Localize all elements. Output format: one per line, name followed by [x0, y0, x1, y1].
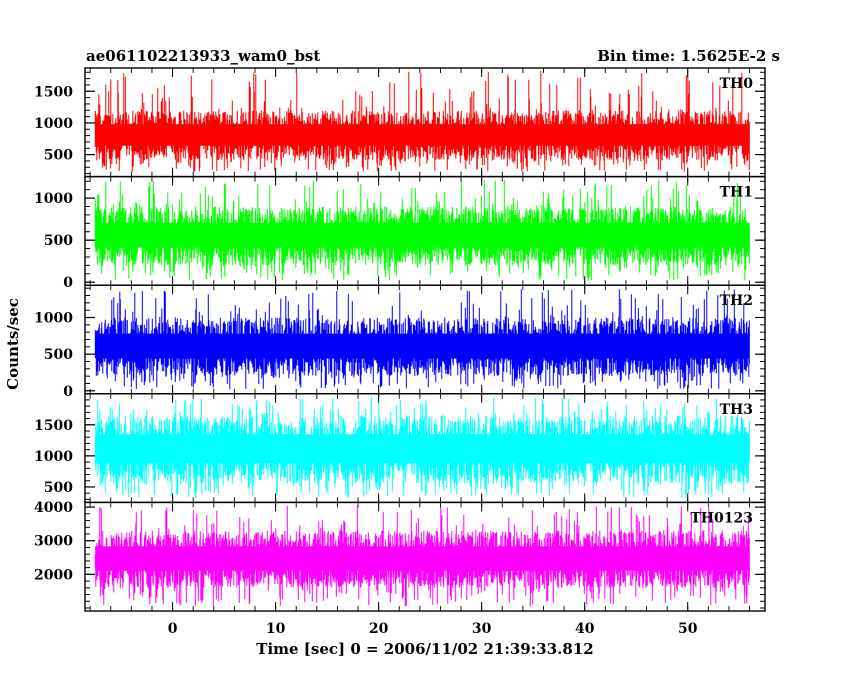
x-axis: 0 10 20 30 40 50 [168, 621, 698, 637]
x-tick-label: 0 [168, 621, 178, 637]
panel-label-th0123: TH0123 [690, 510, 753, 526]
y-tick-label: 1000 [34, 311, 73, 327]
x-tick-label: 50 [678, 621, 698, 637]
chart-title-left: ae061102213933_wam0_bst [86, 47, 320, 65]
y-tick-label: 500 [44, 480, 73, 496]
series-core-th2 [95, 333, 750, 359]
panel-th0123: 2000 3000 4000 TH0123 [34, 500, 766, 612]
x-tick-label: 40 [575, 621, 595, 637]
panel-th2: 0 500 1000 TH2 [34, 284, 766, 400]
y-tick-label: 2000 [34, 567, 73, 583]
y-tick-label: 1000 [34, 116, 73, 132]
series-core-th0 [95, 124, 750, 146]
series-core-th1 [95, 222, 750, 248]
panel-frame [84, 501, 766, 612]
y-tick-label: 1000 [34, 191, 73, 207]
series-core-th0123 [95, 546, 750, 571]
y-axis-label: Counts/sec [4, 298, 22, 390]
x-tick-label: 10 [266, 621, 286, 637]
y-tick-label: 500 [44, 347, 73, 363]
y-tick-label: 500 [44, 148, 73, 164]
panel-label-th1: TH1 [720, 185, 753, 201]
panel-th0: 500 1000 1500 TH0 [34, 67, 766, 178]
y-tick-label: 1000 [34, 449, 73, 465]
y-tick-label: 4000 [34, 500, 73, 516]
y-tick-label: 3000 [34, 534, 73, 550]
panels-group: 500 1000 1500 TH0 0 500 1000 TH1 0 500 1000 TH2 500 1… [34, 67, 766, 612]
y-tick-label: 0 [63, 384, 73, 400]
panel-label-th3: TH3 [720, 402, 753, 418]
panel-th3: 500 1000 1500 TH3 [34, 393, 766, 504]
y-tick-label: 0 [63, 275, 73, 291]
y-tick-label: 500 [44, 233, 73, 249]
series-core-th3 [95, 434, 750, 464]
y-tick-label: 1500 [34, 84, 73, 100]
x-axis-label: Time [sec] 0 = 2006/11/02 21:39:33.812 [256, 640, 593, 658]
y-tick-label: 1500 [34, 418, 73, 434]
chart-title-right: Bin time: 1.5625E-2 s [597, 47, 780, 65]
panel-label-th0: TH0 [720, 76, 754, 92]
panel-label-th2: TH2 [720, 293, 753, 309]
x-tick-label: 20 [369, 621, 389, 637]
x-tick-label: 30 [472, 621, 492, 637]
